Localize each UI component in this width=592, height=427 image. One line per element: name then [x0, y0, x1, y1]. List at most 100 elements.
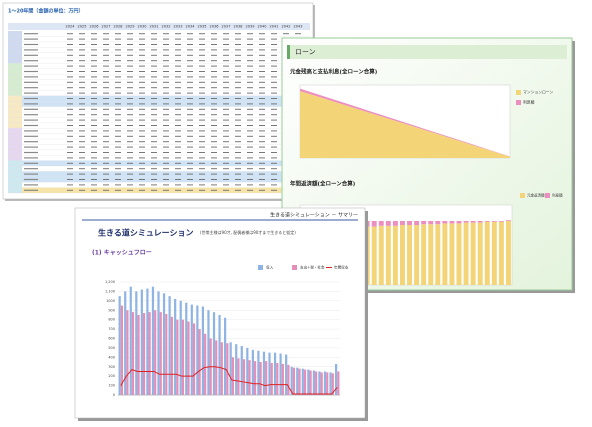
bar-interest: [463, 221, 469, 223]
bar-income: [235, 344, 238, 395]
chart-title: 年間返済額(全ローン合算): [290, 180, 356, 188]
bar-expense: [231, 357, 234, 395]
y-tick-label: 1,200: [105, 280, 115, 284]
bar-interest: [392, 221, 398, 226]
bar-income: [229, 342, 232, 395]
bar-expense: [331, 373, 334, 395]
bar-expense: [176, 319, 179, 395]
chart-title: 元金残高と支払利息(全ローン合算): [290, 68, 378, 76]
bar-principal: [456, 223, 462, 285]
legend-label: 支出+税・社会: [300, 265, 325, 270]
bar-income: [268, 352, 271, 395]
bar-expense: [198, 329, 201, 395]
bar-expense: [170, 316, 173, 395]
loan-header-accent: [287, 45, 290, 59]
bar-interest: [435, 221, 441, 225]
bar-income: [318, 371, 321, 395]
legend-label: 利息額: [552, 193, 563, 198]
year-header: 2033: [174, 25, 183, 29]
bar-principal: [428, 224, 434, 285]
bar-income: [218, 314, 221, 395]
bar-income: [296, 367, 299, 395]
bar-expense: [320, 372, 323, 395]
header-row: [8, 23, 310, 30]
bar-interest: [484, 221, 490, 222]
legend-swatch: [516, 90, 521, 95]
legend-label: 収入: [266, 265, 274, 270]
y-tick-label: 800: [108, 318, 115, 322]
bar-principal: [470, 222, 476, 285]
bar-interest: [371, 221, 377, 227]
year-header: 2039: [246, 25, 255, 29]
bar-income: [124, 291, 127, 395]
bar-income: [190, 304, 193, 395]
year-header: 2036: [210, 25, 219, 29]
bar-principal: [414, 225, 420, 285]
bar-principal: [407, 225, 413, 285]
summary-subtitle: (世帯主様は90才, 配偶者様は90才まで生きると仮定): [200, 229, 296, 235]
bar-income: [207, 310, 210, 395]
bar-expense: [303, 369, 307, 395]
bar-income: [246, 347, 249, 395]
bar-expense: [181, 319, 185, 395]
year-header: 2028: [114, 25, 123, 29]
bar-income: [168, 296, 171, 395]
bar-expense: [276, 362, 279, 395]
y-tick-label: 600: [108, 337, 115, 341]
bar-interest: [456, 221, 462, 224]
bar-expense: [148, 312, 151, 395]
bar-principal: [498, 221, 504, 285]
bar-income: [273, 352, 277, 395]
bar-income: [285, 354, 288, 395]
bar-income: [224, 317, 227, 395]
bar-expense: [281, 363, 284, 395]
bar-income: [262, 351, 266, 395]
year-header: 2026: [90, 25, 99, 29]
year-header: 2035: [198, 25, 207, 29]
bar-income: [290, 366, 293, 395]
bar-principal: [442, 223, 448, 285]
year-header: 2037: [222, 25, 231, 29]
bar-expense: [226, 343, 229, 395]
bar-principal: [491, 221, 497, 285]
bar-expense: [192, 323, 196, 395]
legend-swatch: [292, 265, 297, 270]
bar-income: [174, 298, 177, 395]
bar-principal: [484, 221, 490, 285]
bar-principal: [463, 222, 469, 285]
bar-income: [335, 363, 338, 395]
bar-interest: [414, 221, 420, 225]
bar-income: [118, 296, 121, 395]
summary-header: 生きる道シミュレーション － サマリー: [270, 212, 358, 219]
year-header: 2024: [66, 25, 76, 29]
year-header: 2041: [270, 25, 279, 29]
bar-interest: [378, 221, 384, 226]
year-header: 2025: [78, 25, 87, 29]
bar-expense: [165, 314, 168, 395]
bar-income: [151, 286, 155, 395]
bar-income: [140, 289, 143, 395]
bar-interest: [505, 220, 511, 221]
bar-expense: [315, 371, 318, 395]
bar-income: [301, 368, 304, 395]
bar-income: [240, 346, 243, 395]
bar-income: [179, 300, 182, 395]
bar-expense: [120, 305, 123, 395]
year-header: 2042: [282, 25, 291, 29]
year-header: 2032: [162, 25, 171, 29]
bar-income: [146, 288, 149, 395]
bar-income: [307, 369, 310, 395]
bar-income: [157, 291, 160, 395]
bar-interest: [428, 221, 434, 225]
bar-expense: [131, 312, 135, 395]
bar-income: [129, 286, 132, 395]
bar-expense: [270, 362, 273, 395]
bar-income: [185, 302, 188, 395]
bar-income: [201, 306, 205, 395]
legend-label: マンションローン: [523, 90, 553, 95]
bar-income: [279, 353, 282, 395]
bar-expense: [159, 312, 162, 395]
bar-expense: [137, 314, 140, 395]
bar-principal: [477, 222, 483, 285]
section-title: (1) キャッシュフロー: [92, 250, 152, 257]
